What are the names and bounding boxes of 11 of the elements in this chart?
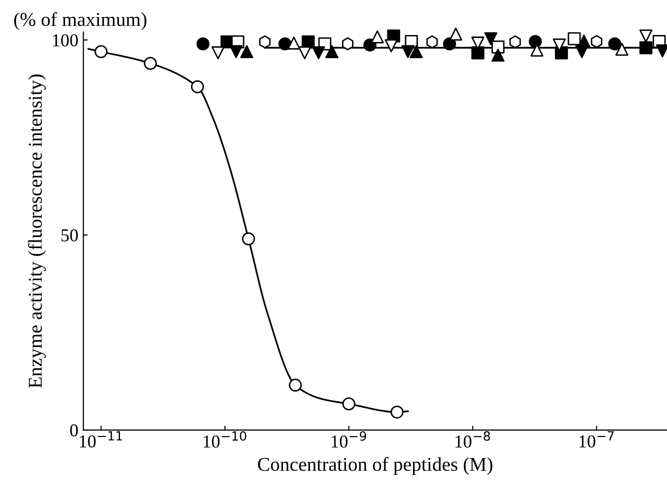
x-axis-title: Concentration of peptides (M) (258, 457, 492, 475)
text: (% of maximum) (14, 12, 146, 30)
x-tick-label: 10$^{−7}$ (580, 431, 614, 448)
y-tick-label: 0 (70, 424, 78, 436)
x-tick-label: 10$^{−11}$ (80, 431, 122, 448)
y-axis-title: Enzyme activity (fluorescence intensity) (28, 74, 46, 388)
y-tick-label: 50 (62, 229, 78, 242)
x-tick-label: 10$^{−8}$ (456, 431, 490, 448)
x-tick-label: 10$^{−10}$ (204, 431, 246, 448)
y-tick-label: 100 (53, 34, 78, 46)
x-tick-label: 10$^{−9}$ (332, 431, 366, 448)
